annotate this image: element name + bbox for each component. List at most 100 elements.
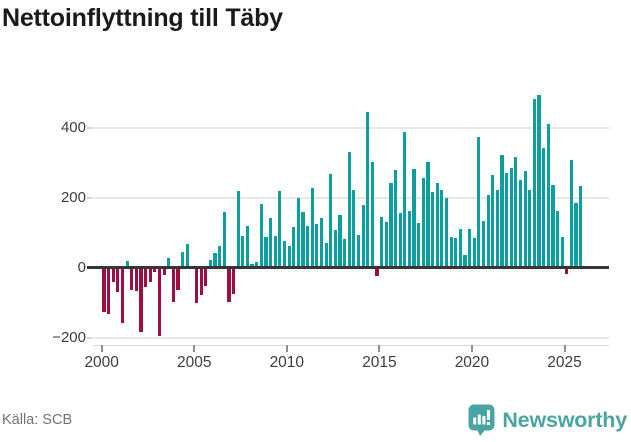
bar-2004-Q2 (181, 252, 185, 268)
bar-2021-Q1 (491, 174, 495, 268)
bar-2022-Q2 (514, 156, 518, 268)
bar-2006-Q4 (227, 267, 231, 303)
bar-2000-Q3 (111, 267, 115, 283)
bar-2011-Q3 (315, 224, 319, 268)
y-axis-label-400: 400 (60, 118, 86, 136)
bar-2017-Q4 (430, 191, 435, 268)
bar-2022-Q4 (523, 171, 527, 268)
bar-2016-Q2 (403, 132, 407, 268)
bar-2023-Q4 (542, 147, 546, 268)
bar-2025-Q3 (574, 202, 578, 268)
bar-2006-Q1 (213, 253, 217, 268)
x-axis-tick-2010 (285, 345, 288, 352)
x-axis-label-2025: 2025 (547, 354, 582, 371)
x-axis-tick-2005 (193, 345, 196, 352)
bar-2021-Q3 (500, 155, 504, 268)
y-axis-tick (87, 126, 92, 129)
x-axis-tick-2020 (470, 345, 473, 352)
x-axis-label-2015: 2015 (362, 354, 397, 371)
bar-2012-Q3 (333, 229, 337, 268)
brand-name: Newsworthy (502, 407, 627, 432)
bar-2012-Q1 (324, 242, 328, 268)
x-axis-label-2020: 2020 (454, 354, 490, 371)
bar-2014-Q4 (375, 267, 379, 276)
x-axis-label-2005: 2005 (177, 354, 212, 371)
bar-2024-Q2 (551, 185, 555, 268)
x-axis-label-2010: 2010 (269, 354, 305, 371)
bar-2010-Q3 (296, 198, 300, 268)
bar-2009-Q1 (269, 218, 273, 268)
gridline--200 (93, 336, 609, 339)
bar-2003-Q1 (157, 267, 162, 336)
bar-2025-Q1 (565, 267, 569, 275)
bar-2025-Q4 (579, 186, 583, 268)
bar-2002-Q4 (153, 267, 157, 272)
bar-2010-Q4 (301, 212, 305, 268)
bar-2015-Q1 (380, 216, 384, 268)
bar-2002-Q2 (144, 267, 148, 287)
bar-2019-Q4 (468, 228, 472, 268)
y-axis-label-−200: −200 (52, 328, 86, 346)
bar-2014-Q1 (361, 205, 365, 268)
bar-2013-Q1 (343, 239, 347, 268)
bar-2004-Q1 (176, 267, 180, 291)
bar-2015-Q3 (389, 183, 393, 268)
bar-2005-Q2 (199, 267, 203, 295)
bar-2017-Q1 (417, 223, 421, 268)
bar-2005-Q1 (194, 267, 199, 304)
zero-baseline (87, 266, 609, 270)
newsworthy-logo-icon (468, 404, 495, 437)
bar-2015-Q2 (384, 221, 388, 268)
bar-2025-Q2 (569, 159, 573, 268)
bar-2008-Q2 (255, 262, 259, 268)
x-axis-tick-2025 (563, 345, 566, 352)
bar-2011-Q2 (310, 187, 314, 268)
bar-2003-Q3 (167, 258, 171, 268)
brand-footer: Newsworthy (468, 403, 627, 437)
bar-2020-Q3 (481, 220, 486, 268)
bar-2023-Q1 (528, 190, 532, 268)
bar-2011-Q1 (306, 225, 310, 268)
x-axis-tick-2000 (100, 345, 103, 352)
bar-2010-Q2 (292, 226, 296, 268)
bar-2010-Q1 (287, 245, 291, 268)
bar-2008-Q4 (264, 236, 268, 268)
bar-2009-Q3 (278, 191, 282, 268)
bar-2002-Q3 (148, 267, 152, 282)
bar-2022-Q3 (518, 179, 523, 268)
x-axis-tick-2015 (378, 345, 381, 352)
bar-2020-Q1 (472, 238, 476, 268)
bar-2018-Q3 (444, 198, 449, 268)
bar-2012-Q4 (338, 214, 342, 268)
gridline-400 (93, 126, 609, 129)
bar-2008-Q3 (259, 204, 263, 268)
bar-2024-Q3 (555, 211, 560, 268)
bar-2023-Q2 (532, 99, 536, 268)
bar-2019-Q2 (458, 228, 462, 268)
bar-2007-Q3 (241, 235, 245, 268)
bar-2024-Q4 (560, 236, 564, 268)
bar-2012-Q2 (329, 173, 333, 268)
bar-2002-Q1 (139, 267, 143, 332)
bar-2016-Q4 (412, 169, 416, 268)
bar-2017-Q3 (426, 162, 430, 268)
bar-2006-Q2 (218, 245, 222, 268)
bar-2001-Q1 (120, 267, 125, 323)
bar-2023-Q3 (537, 95, 541, 268)
bar-2005-Q4 (208, 260, 213, 268)
bar-2009-Q4 (282, 240, 287, 268)
bar-2019-Q1 (454, 238, 458, 268)
y-axis-label-200: 200 (60, 188, 86, 206)
bar-2001-Q4 (134, 267, 138, 291)
bar-2005-Q3 (204, 267, 208, 286)
bar-2017-Q2 (421, 177, 425, 268)
bar-2014-Q2 (366, 111, 370, 268)
bar-2004-Q3 (185, 244, 189, 268)
bar-2018-Q4 (449, 236, 453, 268)
bar-2021-Q2 (495, 190, 499, 268)
y-axis-tick (87, 196, 92, 199)
bar-2006-Q3 (222, 211, 226, 268)
bar-2003-Q4 (171, 267, 175, 302)
bar-2013-Q3 (352, 190, 356, 268)
bar-2007-Q4 (245, 225, 250, 268)
